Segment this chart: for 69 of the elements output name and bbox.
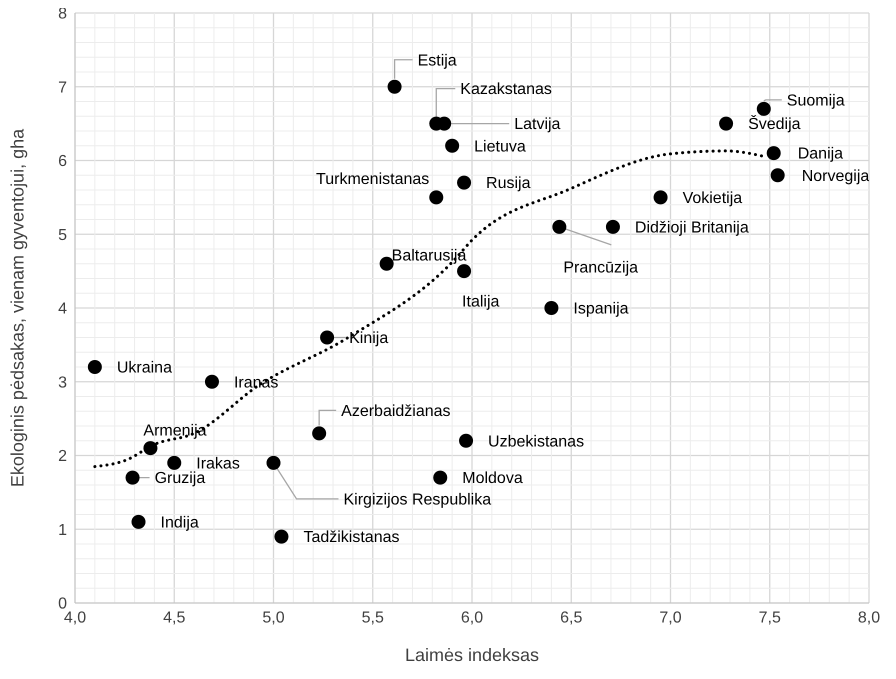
- data-label: Suomija: [786, 92, 845, 110]
- point: [429, 190, 444, 204]
- data-label: Latvija: [514, 116, 561, 134]
- y-axis-title: Ekologinis pėdsakas, vienam gyventojui, gha: [7, 128, 28, 488]
- point: [770, 168, 785, 182]
- point: [167, 456, 182, 470]
- y-tick-label: 6: [58, 153, 68, 170]
- data-label: Italija: [462, 294, 500, 311]
- point: [388, 80, 402, 94]
- data-label: Rusija: [486, 175, 531, 192]
- point: [544, 301, 558, 315]
- data-label: Lietuva: [474, 138, 526, 156]
- point: [143, 441, 158, 456]
- point: [766, 146, 781, 160]
- data-label: Kinija: [349, 330, 388, 348]
- data-label: Indija: [160, 514, 199, 532]
- point: [445, 138, 460, 153]
- data-label: Uzbekistanas: [488, 433, 584, 450]
- point: [88, 360, 102, 374]
- point: [756, 102, 771, 116]
- y-tick-label: 2: [58, 448, 68, 466]
- point: [132, 514, 146, 529]
- point: [204, 374, 219, 389]
- point: [459, 434, 474, 448]
- y-tick-label: 5: [58, 226, 68, 244]
- data-label: Prancūzija: [563, 259, 638, 276]
- data-label: Irakas: [196, 455, 240, 472]
- point: [719, 116, 734, 131]
- point: [380, 256, 394, 271]
- data-label: Didžioji Britanija: [634, 219, 749, 236]
- y-tick-label: 3: [58, 374, 68, 392]
- data-label: Turkmenistanas: [316, 170, 430, 188]
- y-tick-label: 1: [58, 522, 68, 539]
- point: [654, 190, 668, 204]
- x-axis-title: Laimės indeksas: [404, 645, 540, 665]
- y-tick-label: 7: [58, 79, 68, 96]
- point: [457, 176, 472, 190]
- x-tick-label: 8,0: [858, 609, 880, 626]
- data-label: Ukraina: [116, 360, 172, 377]
- data-label: Vokietija: [682, 190, 742, 207]
- data-label: Gruzija: [154, 470, 206, 488]
- x-tick-label: 7,5: [758, 609, 781, 626]
- x-tick-label: 6,5: [560, 609, 582, 626]
- data-label: Švedija: [748, 115, 801, 134]
- point: [606, 220, 620, 234]
- data-label: Moldova: [462, 470, 523, 488]
- x-tick-label: 4,5: [163, 609, 186, 626]
- x-tick-label: 5,0: [262, 609, 285, 626]
- data-label: Estija: [418, 52, 457, 70]
- point: [433, 470, 448, 485]
- data-label: Kirgizijos Respublika: [344, 491, 492, 508]
- data-label: Kazakstanas: [460, 81, 552, 98]
- data-label: Ispanija: [573, 300, 629, 318]
- data-label: Tadžikistanas: [303, 529, 400, 546]
- x-tick-label: 7,0: [659, 609, 682, 626]
- point: [274, 530, 288, 544]
- point: [126, 470, 140, 485]
- point: [320, 330, 334, 344]
- point: [457, 264, 472, 278]
- data-label: Azerbaidžianas: [341, 402, 451, 420]
- x-tick-label: 5,5: [362, 609, 384, 626]
- data-label: Norvegija: [802, 168, 870, 185]
- point: [312, 426, 326, 440]
- y-tick-label: 4: [58, 300, 68, 318]
- point: [552, 220, 566, 234]
- data-label: Baltarusija: [392, 247, 466, 264]
- x-tick-label: 6,0: [460, 609, 484, 626]
- data-label: Danija: [798, 146, 844, 163]
- point: [266, 456, 280, 470]
